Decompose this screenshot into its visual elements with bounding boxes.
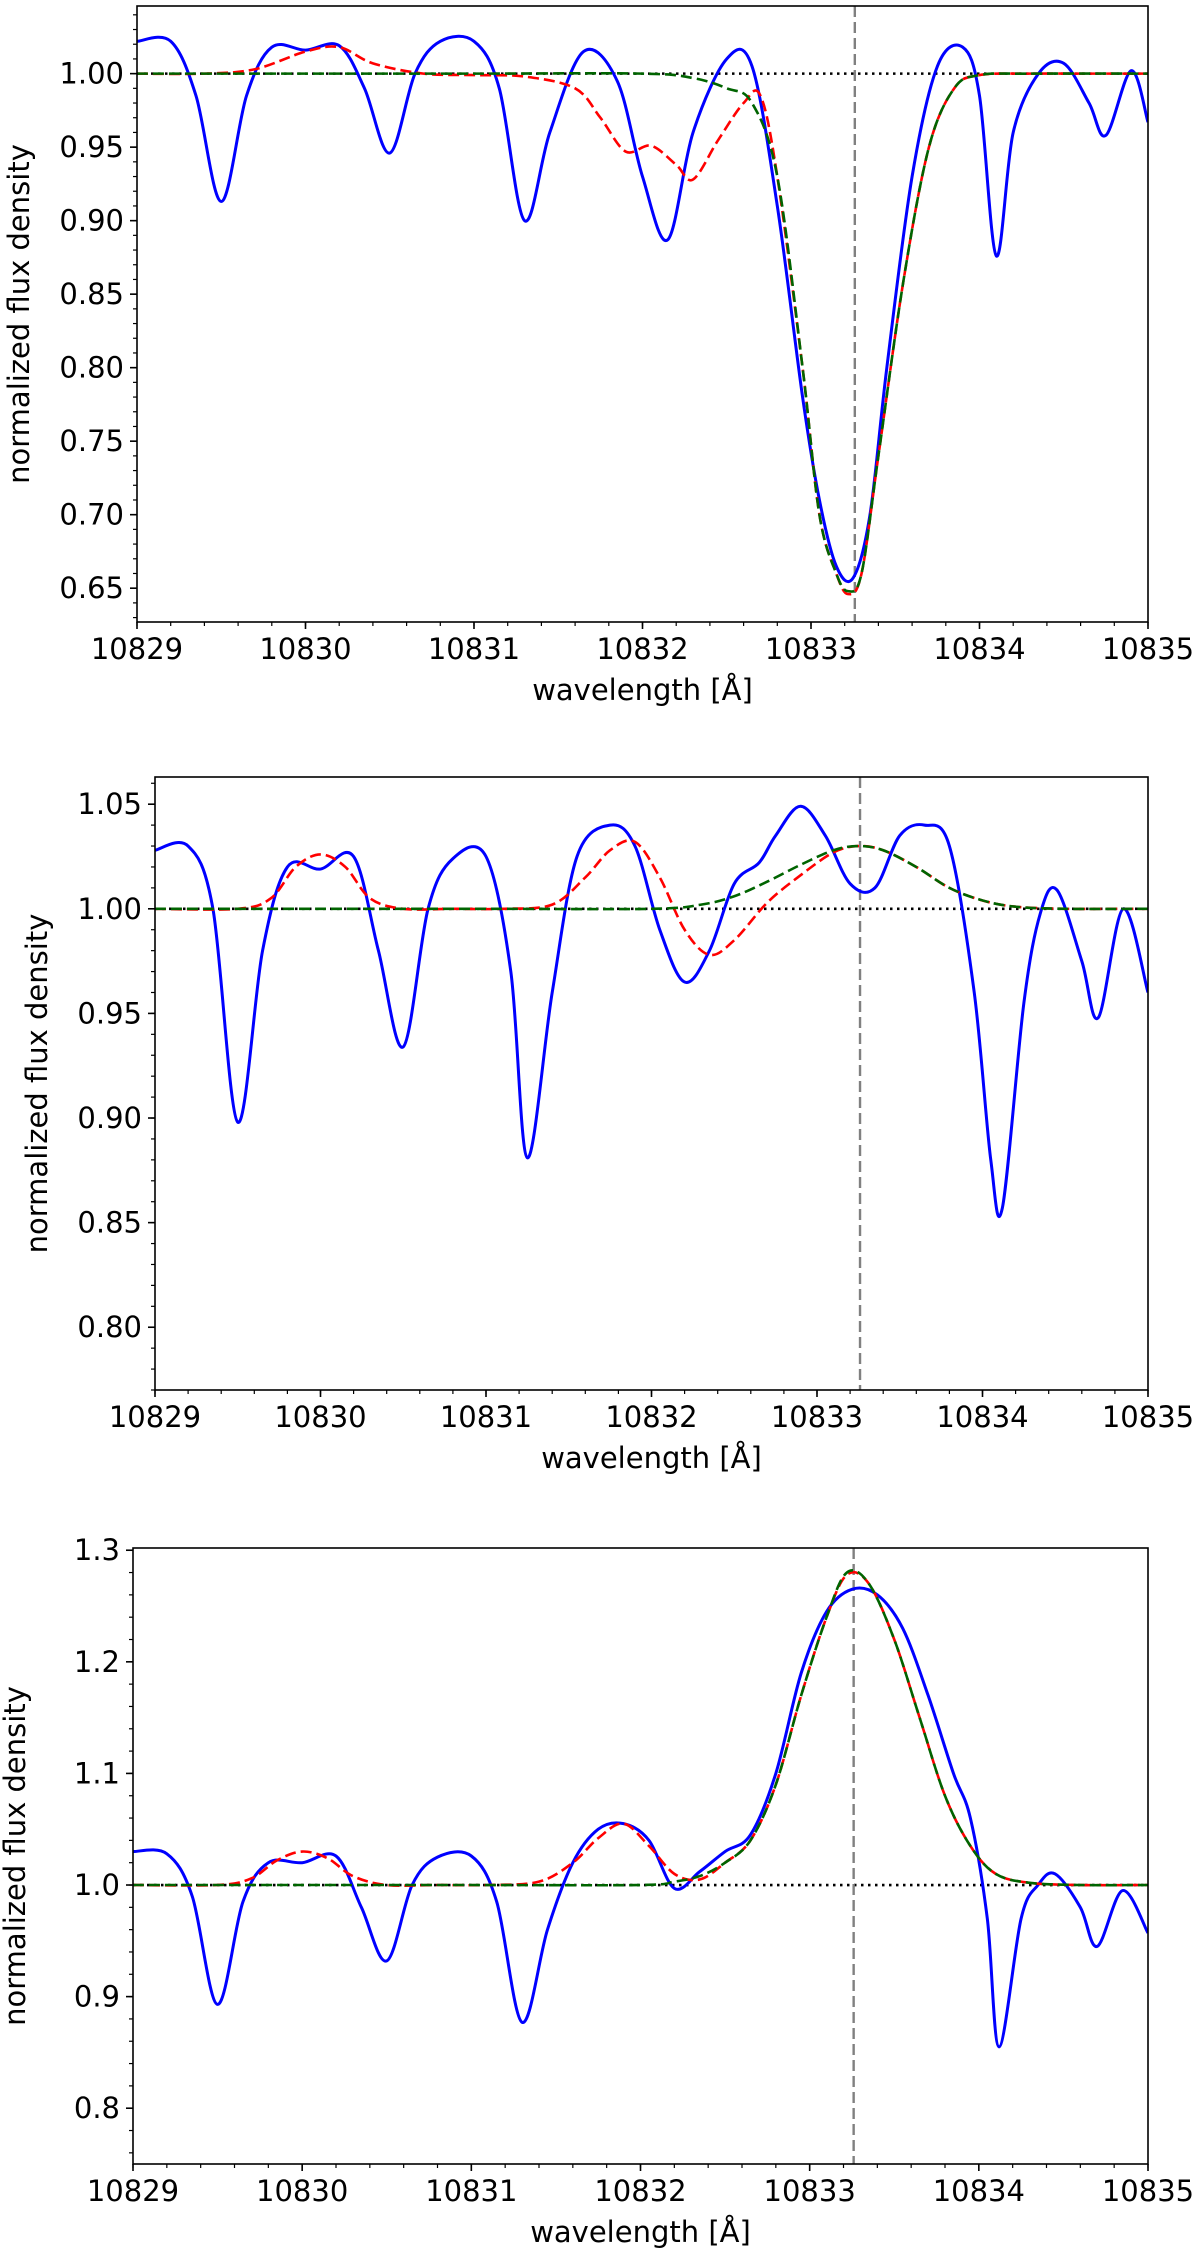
x-tick-label: 10835 xyxy=(1102,2174,1194,2208)
x-axis-title: wavelength [Å] xyxy=(541,1441,762,1475)
y-tick-label: 1.00 xyxy=(77,892,142,926)
series-line-1 xyxy=(155,804,1148,1218)
x-tick-label: 10829 xyxy=(91,632,183,666)
y-tick-label: 0.9 xyxy=(74,1980,120,2014)
y-tick-label: 0.95 xyxy=(59,130,124,164)
x-tick-label: 10830 xyxy=(256,2174,348,2208)
y-tick-label: 0.90 xyxy=(77,1101,142,1135)
x-tick-label: 10833 xyxy=(764,2174,856,2208)
x-tick-label: 10833 xyxy=(765,632,857,666)
x-tick-label: 10834 xyxy=(933,2174,1025,2208)
chart-panel-2: 10829 10830 10831 10832 10833 10834 10835 0.80 0… xyxy=(20,776,1194,1475)
plot-area xyxy=(133,1548,1148,2164)
x-tick-label: 10835 xyxy=(1102,632,1194,666)
x-tick-label: 10832 xyxy=(596,632,688,666)
series-line-3 xyxy=(133,1569,1148,1887)
y-tick-label: 0.65 xyxy=(59,571,124,605)
chart-panel-1: 10829 10830 10831 10832 10833 10834 10835 0.65 0… xyxy=(2,5,1194,707)
y-tick-label: 0.90 xyxy=(59,204,124,238)
y-tick-label: 0.75 xyxy=(59,424,124,458)
y-axis-title: normalized flux density xyxy=(0,1686,32,2026)
x-tick-label: 10835 xyxy=(1102,1400,1194,1434)
x-tick-label: 10834 xyxy=(933,632,1025,666)
chart-panel-3: 10829 10830 10831 10832 10833 10834 10835 0.8 0.… xyxy=(0,1533,1194,2249)
x-axis-title: wavelength [Å] xyxy=(530,2215,751,2249)
y-tick-label: 1.3 xyxy=(74,1533,120,1567)
x-tick-label: 10832 xyxy=(594,2174,686,2208)
x-tick-label: 10830 xyxy=(259,632,351,666)
x-tick-label: 10830 xyxy=(274,1400,366,1434)
plot-area xyxy=(155,777,1148,1390)
x-tick-label: 10831 xyxy=(440,1400,532,1434)
x-tick-label: 10829 xyxy=(87,2174,179,2208)
y-tick-label: 0.85 xyxy=(59,277,124,311)
y-tick-label: 1.05 xyxy=(77,787,142,821)
y-axis-title: normalized flux density xyxy=(2,144,36,484)
y-tick-label: 1.2 xyxy=(74,1645,120,1679)
y-axis-title: normalized flux density xyxy=(20,914,54,1254)
x-tick-label: 10834 xyxy=(936,1400,1028,1434)
y-tick-label: 1.00 xyxy=(59,57,124,91)
series-line-3 xyxy=(137,72,1148,593)
panels: 10829 10830 10831 10832 10833 10834 10835 0.65 0… xyxy=(0,5,1194,2249)
x-tick-label: 10829 xyxy=(109,1400,201,1434)
plot-area xyxy=(137,6,1148,622)
x-tick-label: 10833 xyxy=(771,1400,863,1434)
series-line-3 xyxy=(155,844,1148,911)
y-tick-label: 0.8 xyxy=(74,2091,120,2125)
series-line-2 xyxy=(137,45,1148,596)
y-tick-label: 1.1 xyxy=(74,1756,120,1790)
series-line-1 xyxy=(137,34,1148,583)
x-tick-label: 10831 xyxy=(428,632,520,666)
x-tick-label: 10832 xyxy=(605,1400,697,1434)
y-tick-label: 0.70 xyxy=(59,498,124,532)
x-tick-label: 10831 xyxy=(425,2174,517,2208)
y-tick-label: 0.80 xyxy=(77,1310,142,1344)
y-tick-label: 0.95 xyxy=(77,996,142,1030)
y-tick-label: 0.80 xyxy=(59,351,124,385)
x-axis-title: wavelength [Å] xyxy=(532,673,753,707)
y-tick-label: 0.85 xyxy=(77,1206,142,1240)
y-tick-label: 1.0 xyxy=(74,1868,120,1902)
